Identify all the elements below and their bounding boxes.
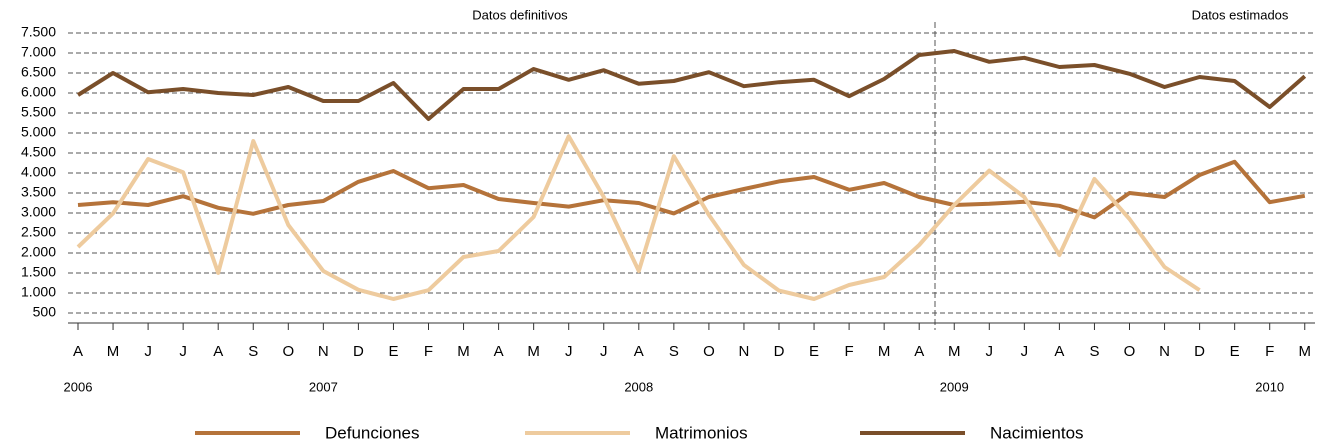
x-tick-label: M [527,343,540,360]
y-tick-label: 2.500 [21,224,56,240]
x-tick-label: D [774,343,785,360]
x-tick-label: E [1230,343,1240,360]
annotation: Datos estimados [1192,7,1289,22]
x-tick-label: O [703,343,715,360]
y-tick-label: 1.500 [21,264,56,280]
legend-label: Matrimonios [655,423,748,442]
x-tick-label: F [845,343,854,360]
series-line [76,134,1201,301]
x-tick-label: M [878,343,891,360]
y-tick-label: 3.000 [21,204,56,220]
y-tick-label: 2.000 [21,244,56,260]
y-tick-label: 6.500 [21,64,56,80]
x-tick-label: J [144,343,152,360]
x-tick-label: M [457,343,470,360]
y-tick-label: 5.000 [21,124,56,140]
x-tick-label: J [600,343,608,360]
x-tick-label: A [213,343,223,360]
legend-label: Defunciones [325,423,420,442]
x-tick-label: N [318,343,329,360]
x-tick-label: D [353,343,364,360]
y-tick-label: 3.500 [21,184,56,200]
legend-label: Nacimientos [990,423,1084,442]
x-tick-label: A [73,343,83,360]
x-tick-label: J [179,343,187,360]
x-tick-label: N [1159,343,1170,360]
x-tick-label: A [494,343,504,360]
y-tick-label: 6.000 [21,84,56,100]
y-tick-label: 1.000 [21,284,56,300]
x-tick-label: S [1089,343,1099,360]
x-tick-label: F [424,343,433,360]
x-tick-label: N [739,343,750,360]
x-tick-label: J [986,343,994,360]
x-tick-label: J [1021,343,1029,360]
y-tick-label: 4.000 [21,164,56,180]
y-tick-label: 7.000 [21,44,56,60]
x-tick-label: O [282,343,294,360]
x-group-label: 2007 [309,379,338,394]
x-tick-label: A [1054,343,1064,360]
x-group-label: 2006 [64,379,93,394]
y-tick-label: 4.500 [21,144,56,160]
x-tick-label: M [948,343,961,360]
x-tick-label: S [248,343,258,360]
x-tick-label: M [1299,343,1312,360]
x-tick-label: E [809,343,819,360]
y-tick-label: 7.500 [21,24,56,40]
annotation: Datos definitivos [472,7,568,22]
x-tick-label: S [669,343,679,360]
x-tick-label: F [1265,343,1274,360]
x-tick-label: J [565,343,573,360]
y-tick-label: 500 [33,304,57,320]
x-tick-label: A [634,343,644,360]
x-tick-label: E [388,343,398,360]
x-tick-label: A [914,343,924,360]
series-line [76,49,1307,121]
x-tick-label: D [1194,343,1205,360]
x-group-label: 2010 [1255,379,1284,394]
x-group-label: 2009 [940,379,969,394]
x-tick-label: M [107,343,120,360]
x-group-label: 2008 [624,379,653,394]
x-tick-label: O [1124,343,1136,360]
y-tick-label: 5.500 [21,104,56,120]
